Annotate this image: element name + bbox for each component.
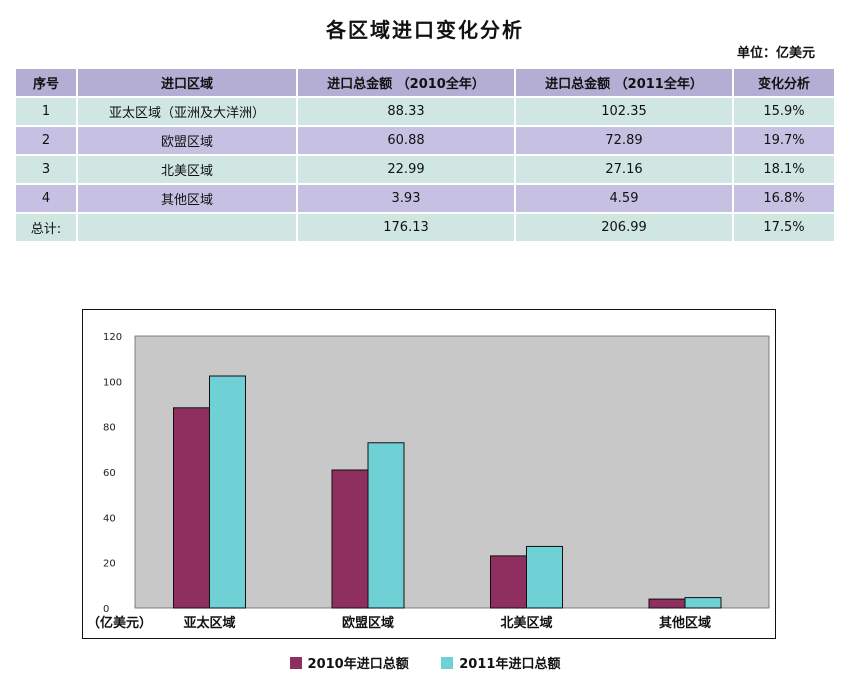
header-region: 进口区域	[78, 69, 296, 96]
cell-total-change: 17.5%	[734, 214, 834, 241]
cell-index: 2	[16, 127, 76, 154]
table-row: 2 欧盟区域 60.88 72.89 19.7%	[16, 127, 834, 154]
page-title: 各区域进口变化分析	[326, 18, 524, 42]
y-tick-label: 0	[103, 604, 109, 615]
bar-2010	[331, 469, 369, 609]
bar-2010	[172, 407, 210, 609]
y-tick-label: 20	[103, 559, 116, 570]
table-row: 4 其他区域 3.93 4.59 16.8%	[16, 185, 834, 212]
table-row: 3 北美区域 22.99 27.16 18.1%	[16, 156, 834, 183]
unit-label: 单位：亿美元	[736, 46, 815, 61]
header-index: 序号	[16, 69, 76, 96]
table-total-row: 总计: 176.13 206.99 17.5%	[16, 214, 834, 241]
table-row: 1 亚太区域（亚洲及大洋洲） 88.33 102.35 15.9%	[16, 98, 834, 125]
legend-label-2011: 2011年进口总额	[459, 657, 561, 672]
bar-2011	[684, 597, 722, 609]
cell-2010: 3.93	[298, 185, 514, 212]
cell-total-label: 总计:	[16, 214, 76, 241]
bar-2010	[489, 555, 527, 609]
cell-change: 15.9%	[734, 98, 834, 125]
chart-legend: 2010年进口总额 2011年进口总额	[0, 653, 850, 673]
cell-index: 1	[16, 98, 76, 125]
cell-region: 其他区域	[78, 185, 296, 212]
cell-2011: 102.35	[516, 98, 732, 125]
y-tick-label: 60	[103, 468, 116, 479]
x-category-label: 其他区域	[659, 615, 711, 631]
legend-label-2010: 2010年进口总额	[307, 657, 409, 672]
bar-2011	[367, 442, 405, 609]
cell-2011: 72.89	[516, 127, 732, 154]
x-category-label: 亚太区域	[183, 615, 235, 631]
cell-change: 18.1%	[734, 156, 834, 183]
cell-2011: 27.16	[516, 156, 732, 183]
cell-region: 欧盟区域	[78, 127, 296, 154]
header-2010: 进口总金额 （2010全年）	[298, 69, 514, 96]
cell-total-2010: 176.13	[298, 214, 514, 241]
cell-index: 4	[16, 185, 76, 212]
bar-2011	[525, 545, 563, 609]
y-tick-label: 80	[103, 423, 116, 434]
cell-2010: 22.99	[298, 156, 514, 183]
cell-index: 3	[16, 156, 76, 183]
y-axis-unit-label: （亿美元）	[87, 615, 152, 631]
bar-2010	[648, 598, 686, 609]
bar-chart-frame: 0 20 40 60 80 100 120 亚太区域 欧盟区域 北美区域 其他区域 （亿美元）	[82, 309, 776, 639]
bar-2011	[208, 375, 246, 609]
header-change: 变化分析	[734, 69, 834, 96]
cell-region: 亚太区域（亚洲及大洋洲）	[78, 98, 296, 125]
cell-region	[78, 214, 296, 241]
cell-change: 19.7%	[734, 127, 834, 154]
header-2011: 进口总金额 （2011全年）	[516, 69, 732, 96]
x-category-label: 北美区域	[500, 615, 552, 631]
y-tick-label: 40	[103, 513, 116, 524]
legend-item-2010: 2010年进口总额	[289, 653, 409, 672]
cell-region: 北美区域	[78, 156, 296, 183]
y-tick-label: 120	[103, 332, 122, 343]
x-category-label: 欧盟区域	[342, 615, 394, 631]
cell-2010: 60.88	[298, 127, 514, 154]
y-tick-label: 100	[103, 377, 122, 388]
bar-chart: 0 20 40 60 80 100 120 亚太区域 欧盟区域 北美区域 其他区域 （亿美元）	[87, 332, 770, 631]
import-table: 序号 进口区域 进口总金额 （2010全年） 进口总金额 （2011全年） 变化…	[14, 67, 836, 243]
cell-total-2011: 206.99	[516, 214, 732, 241]
legend-swatch-2011	[441, 656, 454, 669]
cell-2011: 4.59	[516, 185, 732, 212]
cell-change: 16.8%	[734, 185, 834, 212]
legend-swatch-2010	[289, 656, 302, 669]
table-header-row: 序号 进口区域 进口总金额 （2010全年） 进口总金额 （2011全年） 变化…	[16, 69, 834, 96]
legend-item-2011: 2011年进口总额	[441, 653, 560, 672]
cell-2010: 88.33	[298, 98, 514, 125]
